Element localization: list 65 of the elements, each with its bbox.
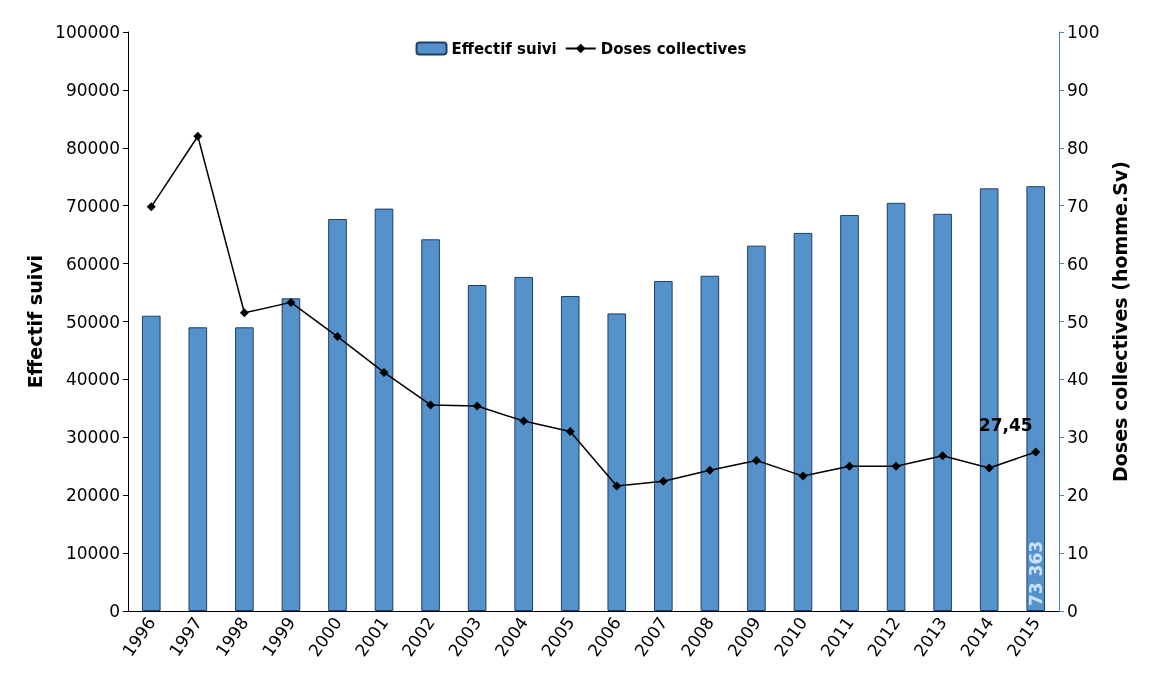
point	[984, 463, 994, 473]
y-tick-label: 100000	[55, 22, 120, 42]
bar	[235, 327, 254, 611]
point	[286, 297, 296, 307]
y-axis-title: Effectif suivi	[23, 254, 46, 389]
bar	[793, 232, 813, 611]
y-tick-label: 70000	[65, 195, 120, 216]
legend-label: Doses collectives	[600, 39, 747, 58]
bar	[514, 276, 533, 611]
point	[891, 461, 901, 471]
bar	[328, 219, 347, 611]
point	[519, 416, 529, 426]
point	[426, 400, 436, 410]
y-tick-label: 20000	[65, 485, 120, 506]
bar	[607, 313, 627, 611]
bar	[886, 202, 906, 611]
y2-tick-label: 40	[1067, 369, 1089, 390]
y-tick-label: 60000	[65, 253, 120, 274]
y2-tick-label: 100	[1067, 22, 1100, 42]
point	[612, 481, 622, 491]
bar	[141, 315, 161, 611]
point	[332, 332, 342, 342]
y2-tick-label: 0	[1067, 601, 1078, 621]
y2-tick-label: 30	[1067, 427, 1089, 448]
y-tick-label: 90000	[65, 79, 120, 100]
bar	[654, 280, 673, 611]
y2-tick-label: 60	[1067, 253, 1089, 274]
bar	[374, 208, 394, 611]
point	[1031, 447, 1041, 457]
point	[146, 202, 156, 212]
y-tick-label: 0	[109, 601, 120, 621]
legend-label: Effectif suivi	[451, 39, 557, 58]
point	[472, 401, 482, 411]
bar	[933, 213, 952, 611]
point	[379, 367, 389, 377]
point	[705, 465, 715, 475]
point	[751, 455, 761, 465]
bar	[188, 327, 208, 611]
y2-axis-title: Doses collectives (homme.Sv)	[1108, 161, 1131, 482]
data-label: 73 363	[1025, 540, 1046, 606]
y2-tick-label: 90	[1067, 79, 1089, 100]
y2-tick-label: 50	[1067, 311, 1089, 332]
y-tick-label: 10000	[65, 543, 120, 564]
point	[658, 476, 668, 486]
y2-tick-label: 70	[1067, 195, 1089, 216]
bar	[840, 214, 859, 611]
y-tick-label: 40000	[65, 369, 120, 390]
bar	[560, 296, 580, 611]
y-tick-label: 30000	[65, 427, 120, 448]
point	[938, 451, 948, 461]
bar	[700, 275, 720, 611]
y2-tick-label: 80	[1067, 137, 1089, 158]
y2-tick-label: 10	[1067, 543, 1089, 564]
y-tick-label: 80000	[65, 137, 120, 158]
y2-tick-label: 20	[1067, 485, 1089, 506]
bar	[281, 298, 301, 611]
point	[193, 131, 203, 141]
y-tick-label: 50000	[65, 311, 120, 332]
bar	[467, 285, 487, 611]
point	[239, 308, 249, 318]
point	[565, 427, 575, 437]
bar	[747, 245, 766, 611]
point	[845, 461, 855, 471]
bar	[421, 239, 440, 611]
point	[798, 471, 808, 481]
